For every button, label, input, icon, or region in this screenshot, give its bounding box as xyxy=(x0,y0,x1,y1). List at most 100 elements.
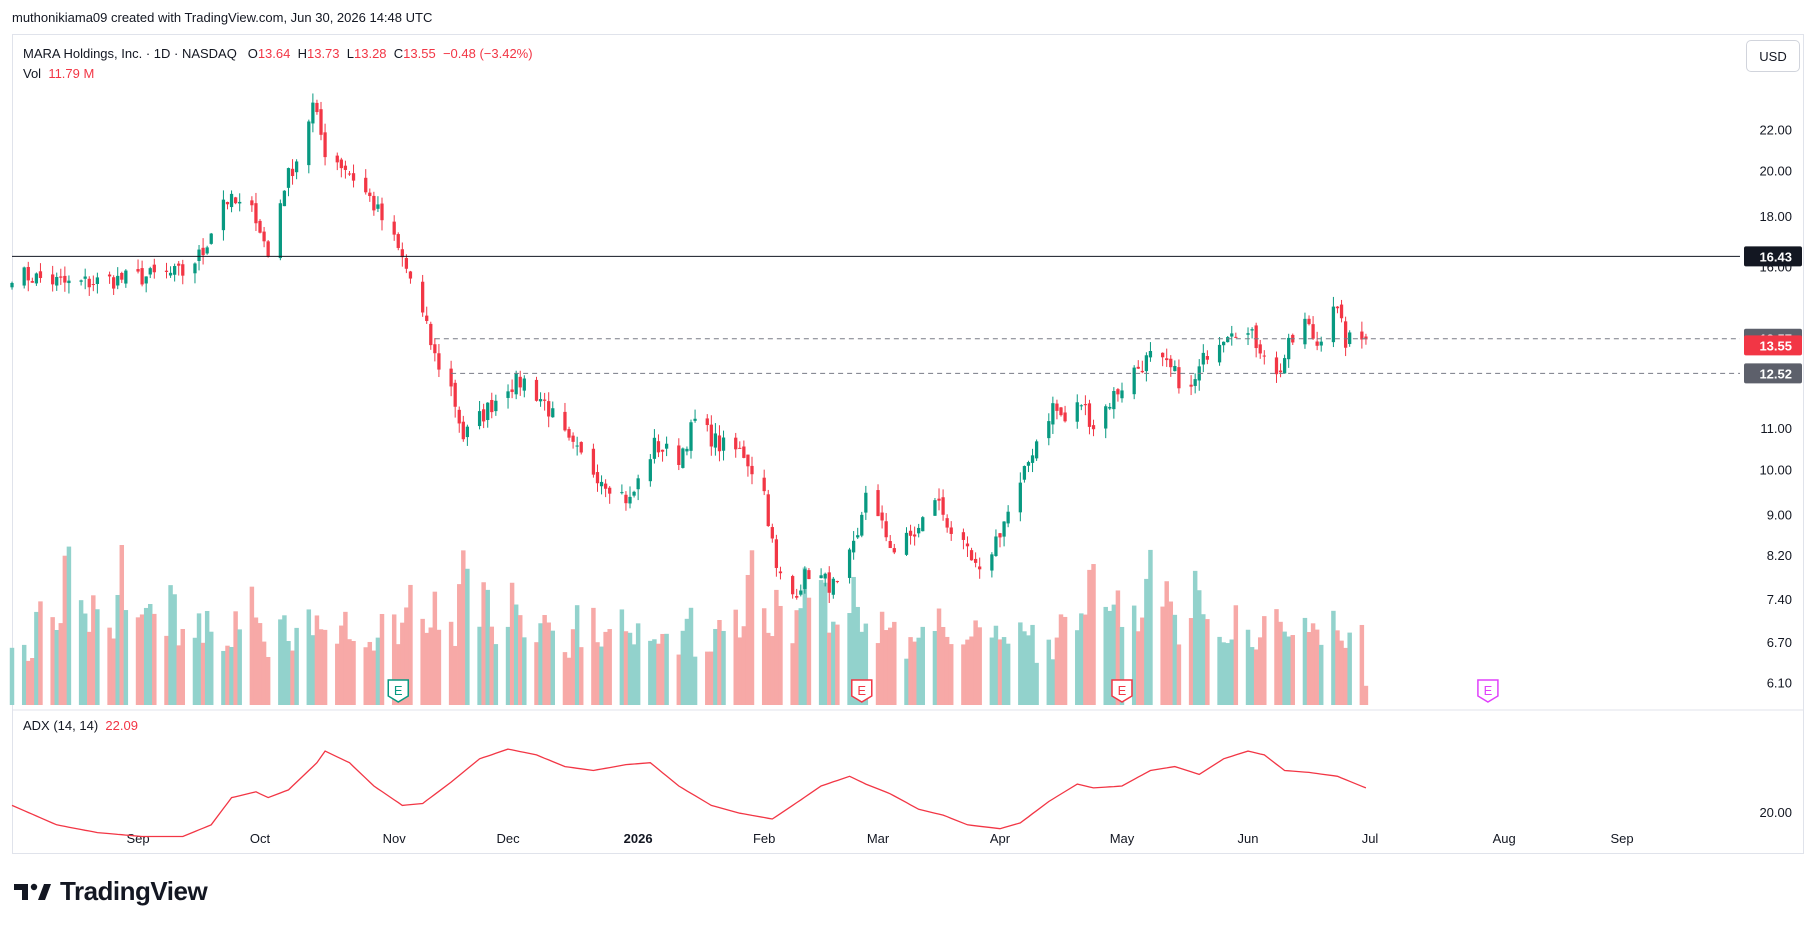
volume-bar xyxy=(802,567,808,705)
volume-bar xyxy=(1131,605,1137,705)
volume-bar xyxy=(692,656,698,705)
volume-bar xyxy=(493,644,499,705)
earnings-icon[interactable]: E xyxy=(851,679,873,703)
candle-body xyxy=(656,441,661,453)
volume-bar xyxy=(961,644,966,705)
candle-body xyxy=(148,268,152,275)
volume-bar xyxy=(465,568,470,705)
candle-body xyxy=(486,402,490,421)
volume-bar xyxy=(261,641,267,705)
candle-body xyxy=(514,373,518,395)
candle-body xyxy=(429,323,433,346)
candle-body xyxy=(364,177,368,193)
volume-bar xyxy=(379,613,385,705)
volume-bar xyxy=(1262,616,1267,705)
volume-bar xyxy=(822,582,828,705)
time-tick-label: Nov xyxy=(383,831,407,846)
candle-body xyxy=(221,199,226,231)
volume-bar xyxy=(1335,630,1340,705)
candle-body xyxy=(766,494,770,527)
candle-body xyxy=(262,231,266,242)
currency-button[interactable]: USD xyxy=(1746,40,1800,72)
earnings-flag xyxy=(387,679,410,703)
candle-body xyxy=(87,278,91,288)
tradingview-brand[interactable]: TradingView xyxy=(14,876,208,907)
candle-body xyxy=(494,400,498,412)
candle-body xyxy=(1282,358,1287,374)
volume-bar xyxy=(87,631,92,705)
brand-name: TradingView xyxy=(60,876,208,906)
last-price-label: 13.55 xyxy=(1759,338,1792,353)
price-tick-label: 6.10 xyxy=(1767,675,1792,690)
candle-body xyxy=(1026,462,1031,466)
candle-body xyxy=(376,204,380,209)
candle-body xyxy=(1002,521,1006,537)
volume-bar xyxy=(1148,549,1153,705)
candle-body xyxy=(1075,402,1079,422)
volume-bar xyxy=(1197,590,1202,705)
symbol-title[interactable]: MARA Holdings, Inc. · 1D · NASDAQ xyxy=(23,46,237,61)
earnings-icon[interactable]: E xyxy=(387,679,410,703)
earnings-icon[interactable]: E xyxy=(1111,679,1133,703)
candle-body xyxy=(1177,367,1181,389)
volume-bar xyxy=(363,647,368,705)
candle-body xyxy=(10,282,14,288)
candle-body xyxy=(433,344,437,354)
candle-body xyxy=(506,391,510,398)
volume-bar xyxy=(733,609,738,705)
volume-bar xyxy=(1176,644,1182,705)
candle-body xyxy=(421,281,425,313)
candle-body xyxy=(396,234,400,248)
volume-bar xyxy=(770,636,775,705)
volume-bar xyxy=(709,651,714,705)
candle-body xyxy=(1230,333,1234,337)
candle-body xyxy=(563,411,567,431)
candle-body xyxy=(30,281,34,283)
volume-bar xyxy=(1343,647,1348,705)
volume-bar xyxy=(371,650,377,705)
candle-body xyxy=(311,102,315,124)
candle-body xyxy=(941,497,945,515)
candle-body xyxy=(1189,384,1193,387)
volume-bar xyxy=(1168,601,1174,705)
volume-bar xyxy=(550,630,555,705)
volume-bar xyxy=(351,640,356,705)
candle-body xyxy=(1335,306,1340,309)
earnings-label: E xyxy=(1118,683,1127,698)
volume-bar xyxy=(513,604,519,705)
volume-bar xyxy=(278,619,283,705)
volume-bar xyxy=(1363,685,1369,705)
candle-body xyxy=(921,517,925,532)
volume-bar xyxy=(1107,610,1113,705)
adx-name[interactable]: ADX (14, 14) xyxy=(23,718,99,733)
candle-body xyxy=(799,590,803,595)
candle-body xyxy=(1018,482,1022,513)
candle-body xyxy=(1315,341,1319,346)
volume-bar xyxy=(229,646,234,705)
volume-bar xyxy=(432,591,438,705)
volume-bar xyxy=(1286,636,1291,705)
price-tick-label: 10.00 xyxy=(1759,462,1792,477)
volume-bar xyxy=(1282,631,1287,705)
candle-body xyxy=(307,121,311,166)
time-tick-label: Mar xyxy=(867,831,890,846)
volume-bar xyxy=(1160,606,1165,705)
candle-body xyxy=(193,263,197,274)
candle-body xyxy=(79,280,83,282)
volume-bar xyxy=(404,607,409,705)
candle-body xyxy=(575,445,579,447)
volume-bar xyxy=(542,615,547,705)
volume-bar xyxy=(892,621,897,705)
candle-body xyxy=(819,575,823,579)
candle-body xyxy=(660,449,665,452)
upcoming-earnings-icon[interactable]: E xyxy=(1477,679,1499,703)
volume-bar xyxy=(859,631,865,705)
candle-body xyxy=(847,549,852,578)
earnings-label: E xyxy=(1484,683,1493,698)
volume-bar xyxy=(652,639,657,705)
candle-body xyxy=(709,424,713,447)
volume-bar xyxy=(1030,624,1035,705)
volume-bar xyxy=(139,614,145,705)
volume-bar xyxy=(1217,636,1222,705)
